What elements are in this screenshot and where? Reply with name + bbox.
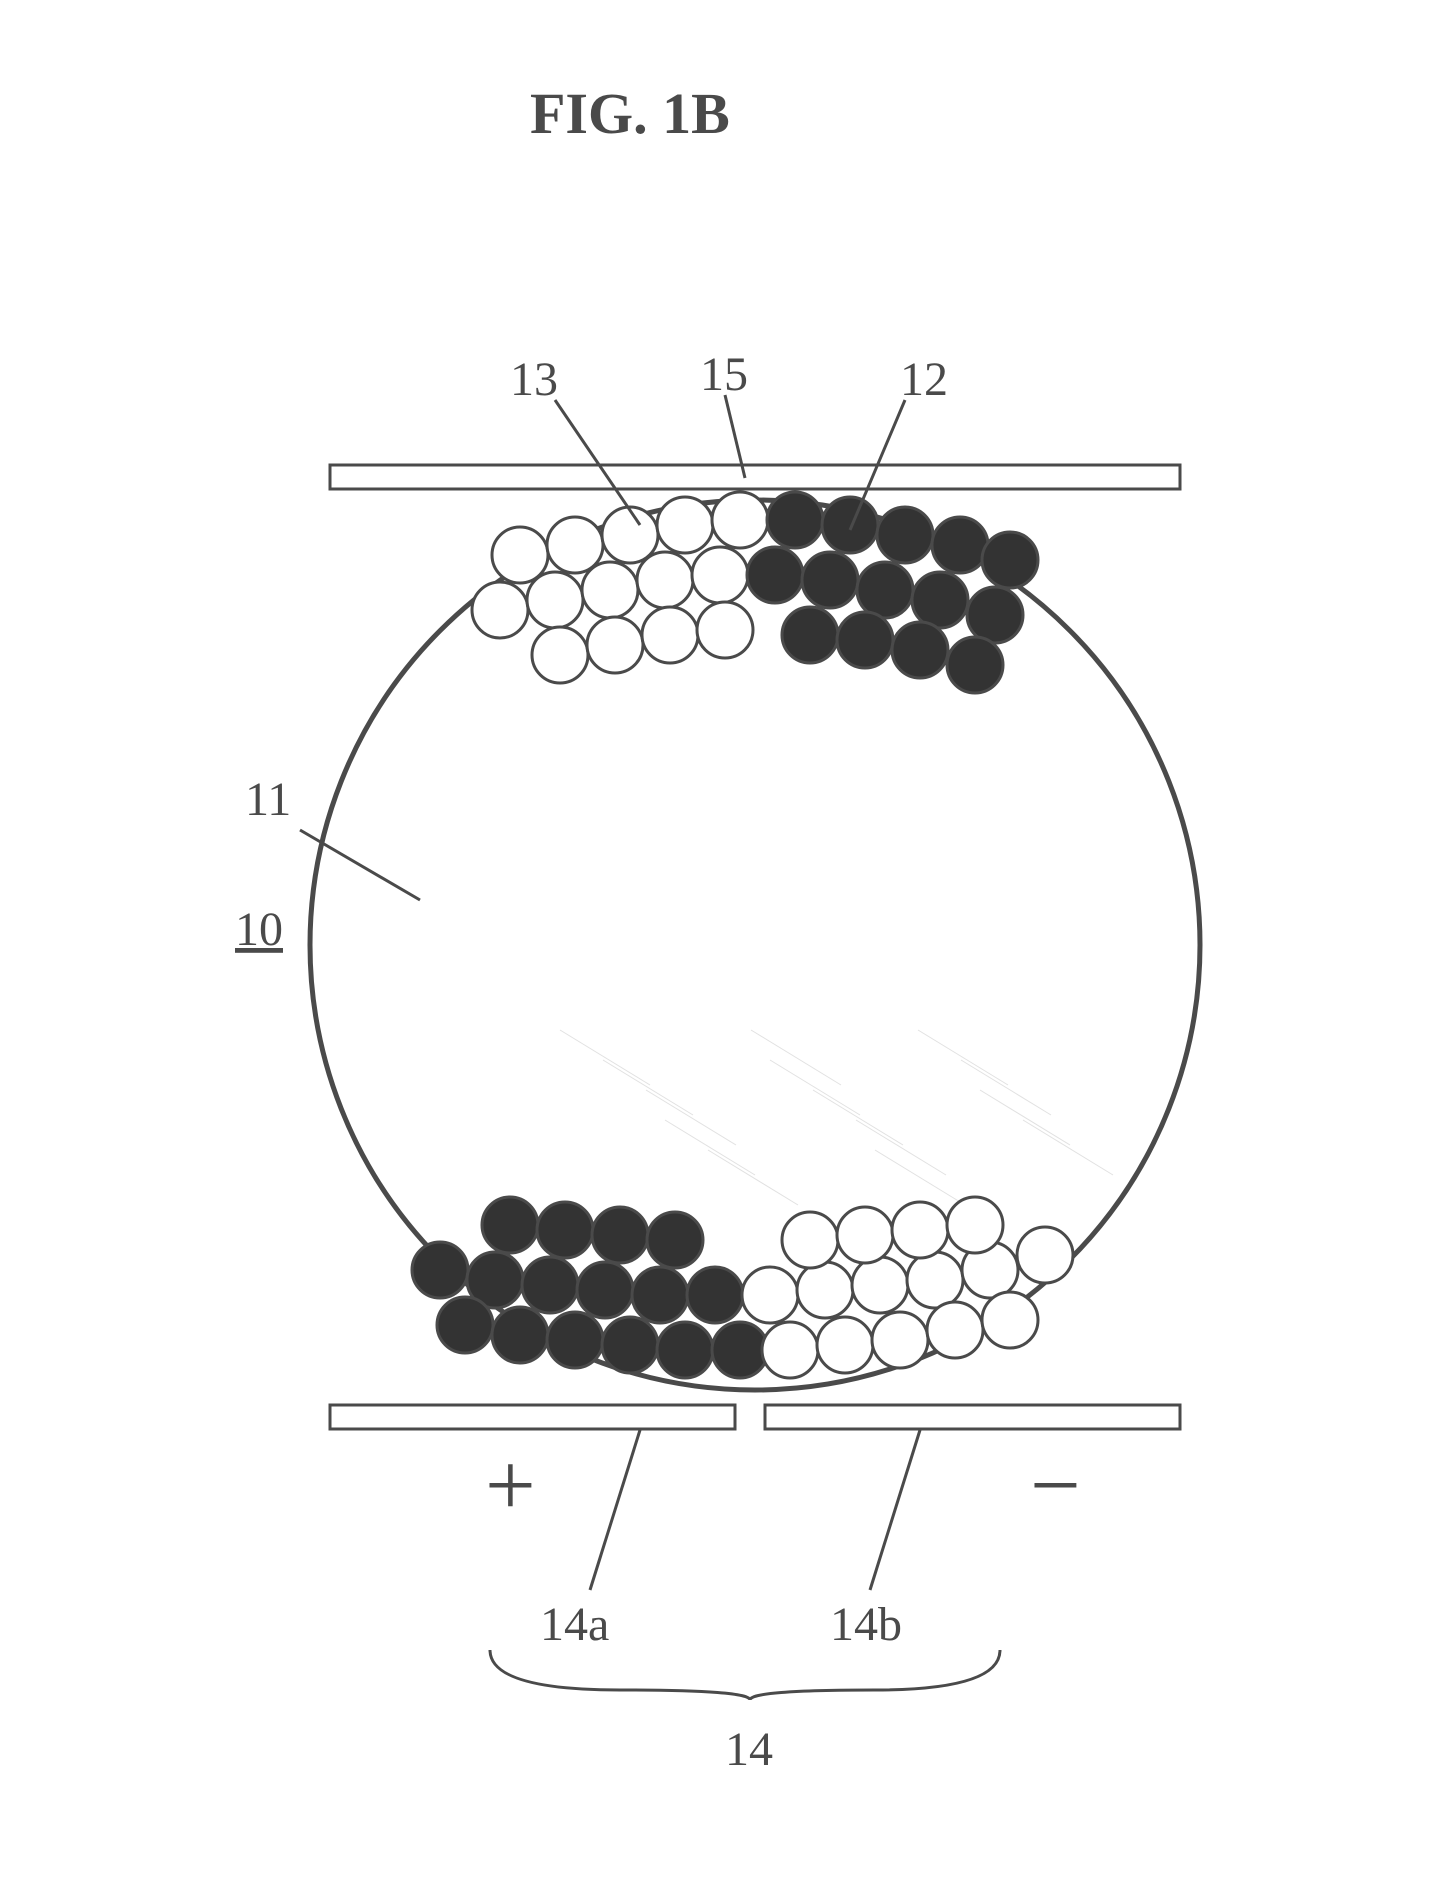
particle-black — [687, 1267, 743, 1323]
particle-black — [592, 1207, 648, 1263]
particle-black — [967, 587, 1023, 643]
particle-white — [472, 582, 528, 638]
top-electrode — [330, 465, 1180, 489]
particle-white — [797, 1262, 853, 1318]
label-11: 11 — [245, 773, 291, 826]
particle-white — [927, 1302, 983, 1358]
particle-black — [482, 1197, 538, 1253]
label-plus: + — [485, 1436, 536, 1535]
particle-black — [802, 552, 858, 608]
particle-black — [647, 1212, 703, 1268]
leader-line — [590, 1430, 640, 1590]
particle-white — [742, 1267, 798, 1323]
particle-white — [582, 562, 638, 618]
label-minus: − — [1030, 1436, 1081, 1535]
label-14b: 14b — [830, 1598, 902, 1651]
particle-white — [602, 507, 658, 563]
texture-line — [918, 1030, 1008, 1085]
particle-white — [712, 492, 768, 548]
particle-white — [892, 1202, 948, 1258]
particle-black — [912, 572, 968, 628]
diagram-svg: 15 13 12 11 10 + − 14a 14b 14 — [0, 0, 1451, 1898]
particle-white — [587, 617, 643, 673]
particle-black — [877, 507, 933, 563]
particle-black — [712, 1322, 768, 1378]
particle-white — [527, 572, 583, 628]
leader-line — [870, 1430, 920, 1590]
label-14: 14 — [725, 1723, 773, 1776]
particle-white — [762, 1322, 818, 1378]
particle-white — [817, 1317, 873, 1373]
texture-line — [603, 1060, 693, 1115]
particle-black — [657, 1322, 713, 1378]
particle-white — [547, 517, 603, 573]
brace-14 — [490, 1650, 1000, 1700]
particle-white — [837, 1207, 893, 1263]
particle-white — [492, 527, 548, 583]
texture-line — [560, 1030, 650, 1085]
particle-black — [437, 1297, 493, 1353]
texture-line — [751, 1030, 841, 1085]
figure-container: FIG. 1B 1513121110+−14a14b14 — [0, 0, 1451, 1898]
particle-white — [852, 1257, 908, 1313]
particle-white — [637, 552, 693, 608]
bottom-electrode-right — [765, 1405, 1180, 1429]
particle-black — [602, 1317, 658, 1373]
particle-white — [1017, 1227, 1073, 1283]
particle-black — [947, 637, 1003, 693]
label-15: 15 — [700, 348, 748, 401]
label-12: 12 — [900, 353, 948, 406]
texture-line — [646, 1090, 736, 1145]
particle-white — [947, 1197, 1003, 1253]
particle-white — [657, 497, 713, 553]
label-13: 13 — [510, 353, 558, 406]
particle-white — [982, 1292, 1038, 1348]
texture-line — [813, 1090, 903, 1145]
particle-black — [747, 547, 803, 603]
particle-white — [697, 602, 753, 658]
particle-black — [782, 607, 838, 663]
particle-black — [822, 497, 878, 553]
particle-black — [537, 1202, 593, 1258]
texture-line — [708, 1150, 798, 1205]
leader-line — [555, 400, 640, 525]
particle-black — [767, 492, 823, 548]
particle-white — [642, 607, 698, 663]
particle-black — [412, 1242, 468, 1298]
particle-white — [532, 627, 588, 683]
texture-line — [1023, 1120, 1113, 1175]
particle-black — [522, 1257, 578, 1313]
particle-black — [632, 1267, 688, 1323]
particle-white — [872, 1312, 928, 1368]
texture-line — [770, 1060, 860, 1115]
particle-black — [492, 1307, 548, 1363]
particle-white — [907, 1252, 963, 1308]
particle-white — [692, 547, 748, 603]
texture-line — [875, 1150, 965, 1205]
particle-black — [932, 517, 988, 573]
particle-black — [837, 612, 893, 668]
particle-black — [547, 1312, 603, 1368]
texture-line — [961, 1060, 1051, 1115]
texture-line — [856, 1120, 946, 1175]
particle-black — [577, 1262, 633, 1318]
texture-line — [665, 1120, 755, 1175]
particle-black — [892, 622, 948, 678]
particle-white — [782, 1212, 838, 1268]
particle-black — [857, 562, 913, 618]
particle-black — [982, 532, 1038, 588]
bottom-electrode-left — [330, 1405, 735, 1429]
label-10: 10 — [235, 903, 283, 956]
texture-line — [980, 1090, 1070, 1145]
label-14a: 14a — [540, 1598, 609, 1651]
